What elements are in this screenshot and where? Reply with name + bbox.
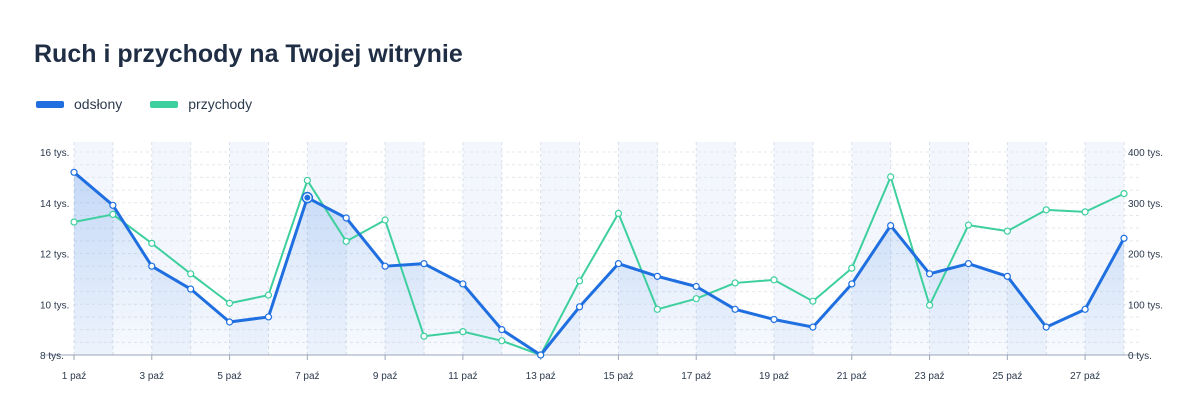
data-point-revenue [1120,190,1128,198]
data-point-views [459,280,467,288]
x-tick-label: 21 paź [837,371,867,382]
data-point-revenue [148,239,156,247]
series-line-revenue [73,175,1125,356]
data-point-views [1120,234,1128,242]
x-tick-label: 15 paź [603,371,633,382]
legend-label-revenue: przychody [188,96,253,112]
data-point-views [537,351,545,359]
x-tick-label: 7 paź [295,371,319,382]
y-left-tick-label: 8 tys. [40,351,64,362]
y-right-tick-label: 300 tys. [1128,199,1163,210]
x-tick-label: 13 paź [526,371,556,382]
series-area-views [74,172,1124,355]
y-left-tick-label: 16 tys. [40,148,69,159]
data-point-revenue [109,210,117,219]
y-left-tick-label: 10 tys. [40,300,69,311]
x-tick-label: 5 paź [217,371,241,382]
data-point-views [770,315,778,324]
data-point-views [420,260,428,268]
data-point-views [381,262,389,270]
y-right-tick-label: 200 tys. [1128,250,1163,261]
data-point-revenue [459,328,467,336]
data-point-views [1081,305,1089,313]
y-right-tick-label: 400 tys. [1128,148,1163,159]
x-tick-label: 11 paź [448,371,477,382]
x-tick-label: 9 paź [373,371,397,382]
data-point-views [1042,323,1050,331]
data-point-views [809,323,817,331]
data-point-views [225,318,234,326]
x-tick-label: 27 paź [1070,371,1100,382]
data-point-revenue [731,279,739,287]
data-point-views [109,201,117,209]
data-point-revenue [303,176,311,185]
data-point-views [653,272,661,280]
data-point-revenue [70,218,78,226]
data-point-revenue [1081,208,1089,216]
data-point-revenue [575,277,584,285]
data-point-revenue [692,295,700,303]
data-point-revenue [342,237,350,245]
data-point-views [148,262,156,270]
legend-swatch-views [36,100,64,108]
x-tick-label: 3 paź [140,371,164,382]
legend-item-views[interactable]: odsłony [36,96,122,112]
x-tick-label: 1 paź [62,371,86,382]
chart-title: Ruch i przychody na Twojej witrynie [34,40,463,68]
data-point-views [498,326,506,334]
data-point-revenue [187,270,195,278]
data-point-revenue [848,264,856,272]
y-right-tick-label: 0 tys. [1128,351,1152,362]
data-point-views [1003,272,1011,280]
x-tick-label: 17 paź [681,371,711,382]
data-point-revenue [381,216,389,224]
x-tick-label: 19 paź [759,371,789,382]
data-point-views [614,260,623,268]
y-right-tick-label: 100 tys. [1128,300,1163,311]
data-point-revenue [264,291,273,299]
y-left-tick-label: 12 tys. [40,250,69,261]
legend: odsłony przychody [36,96,252,112]
data-point-revenue [420,332,428,340]
data-point-revenue [1042,206,1050,214]
legend-swatch-revenue [150,100,179,108]
data-point-views [575,303,584,311]
data-point-views-highlight [304,194,311,201]
data-point-revenue [770,276,778,284]
data-point-views [887,221,895,230]
data-point-views [187,285,195,293]
legend-item-revenue[interactable]: przychody [150,96,252,112]
data-point-revenue [925,301,934,309]
data-point-views [925,270,934,278]
y-left-tick-label: 14 tys. [40,199,69,210]
data-point-views [264,313,273,321]
data-point-revenue [964,221,973,229]
data-point-revenue [809,297,817,305]
x-tick-label: 25 paź [992,371,1022,382]
data-point-views [70,168,78,176]
series-line-views [73,171,1126,357]
data-point-views [964,260,973,268]
data-point-views [848,280,856,288]
data-point-revenue [887,173,895,181]
data-point-revenue [225,299,234,307]
data-point-views [731,305,739,313]
data-point-revenue [1003,227,1011,235]
data-point-revenue [614,209,623,218]
x-tick-label: 23 paź [915,371,945,382]
data-point-views [692,282,700,291]
legend-label-views: odsłony [74,96,123,112]
data-point-revenue [653,305,661,313]
data-point-revenue [498,337,506,345]
data-point-views [342,214,350,222]
